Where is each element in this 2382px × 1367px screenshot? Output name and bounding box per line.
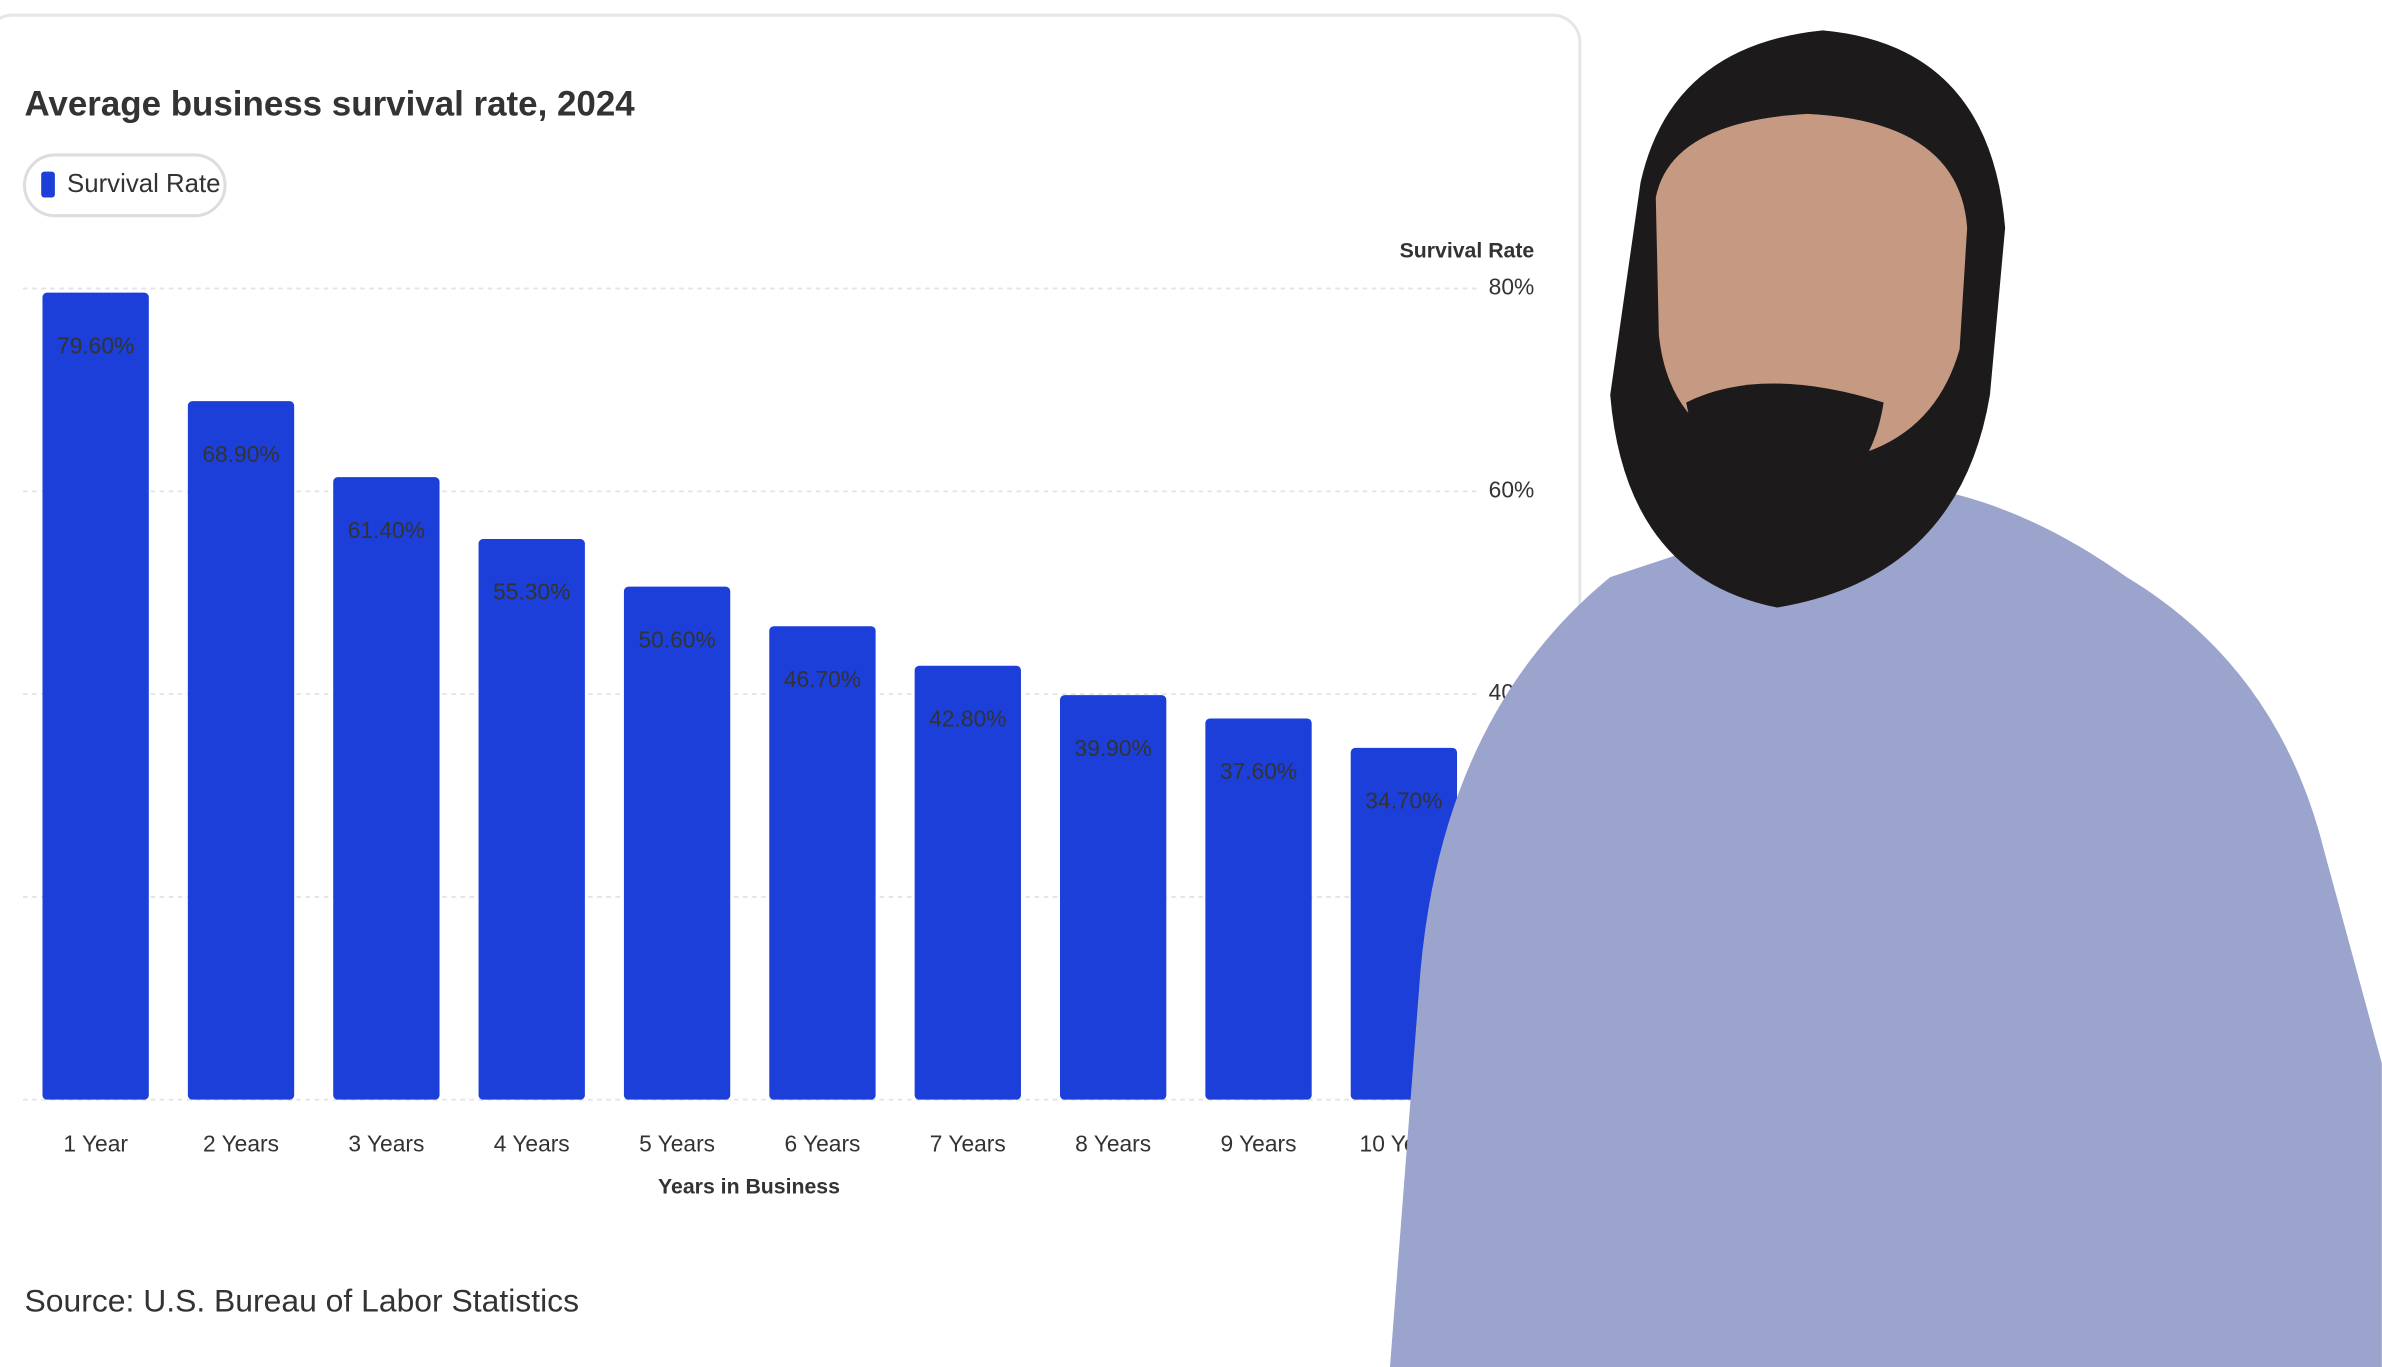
bar — [187, 401, 295, 1100]
x-axis-title: Years in Business — [658, 1174, 840, 1198]
bar — [769, 626, 876, 1100]
x-tick-label: 5 Years — [639, 1130, 715, 1156]
value-label: 39.90% — [1075, 735, 1152, 761]
bar — [42, 292, 149, 1100]
value-label: 46.70% — [784, 666, 861, 692]
x-tick-label: 6 Years — [784, 1130, 860, 1156]
value-label: 61.40% — [348, 517, 425, 543]
source: Source: U.S. Bureau of Labor Statistics — [24, 1283, 579, 1319]
bar — [1205, 718, 1312, 1100]
value-label: 37.60% — [1220, 758, 1297, 784]
legend-label: Survival Rate — [67, 170, 221, 198]
x-tick-label: 8 Years — [1075, 1130, 1151, 1156]
legend — [22, 153, 227, 218]
value-label: 68.90% — [202, 441, 279, 467]
value-label: 34.70% — [1365, 788, 1442, 814]
x-tick-label: 9 Years — [1221, 1130, 1297, 1156]
person-photo — [1389, 30, 2382, 1367]
x-tick-label: 4 Years — [494, 1130, 570, 1156]
bar — [478, 539, 585, 1100]
bar — [1059, 695, 1167, 1100]
value-label: 50.60% — [638, 626, 715, 652]
value-label: 55.30% — [493, 579, 570, 605]
y-tick-label: 60% — [1489, 476, 1535, 502]
value-label: 79.60% — [57, 332, 134, 358]
y-axis-title: Survival Rate — [1400, 239, 1535, 263]
x-tick-label: 1 Year — [63, 1130, 128, 1156]
x-tick-label: 7 Years — [930, 1130, 1006, 1156]
face — [1655, 113, 1968, 464]
bar — [333, 477, 440, 1100]
x-tick-label: 3 Years — [348, 1130, 424, 1156]
value-label: 42.80% — [929, 705, 1006, 731]
x-tick-label: 2 Years — [203, 1130, 279, 1156]
bar — [623, 586, 731, 1100]
chart-title: Average business survival rate, 2024 — [24, 85, 635, 124]
bar — [914, 665, 1021, 1100]
y-tick-label: 80% — [1489, 274, 1535, 300]
legend-swatch — [41, 171, 55, 198]
shirt — [1389, 486, 2382, 1367]
beard — [1686, 383, 1884, 509]
